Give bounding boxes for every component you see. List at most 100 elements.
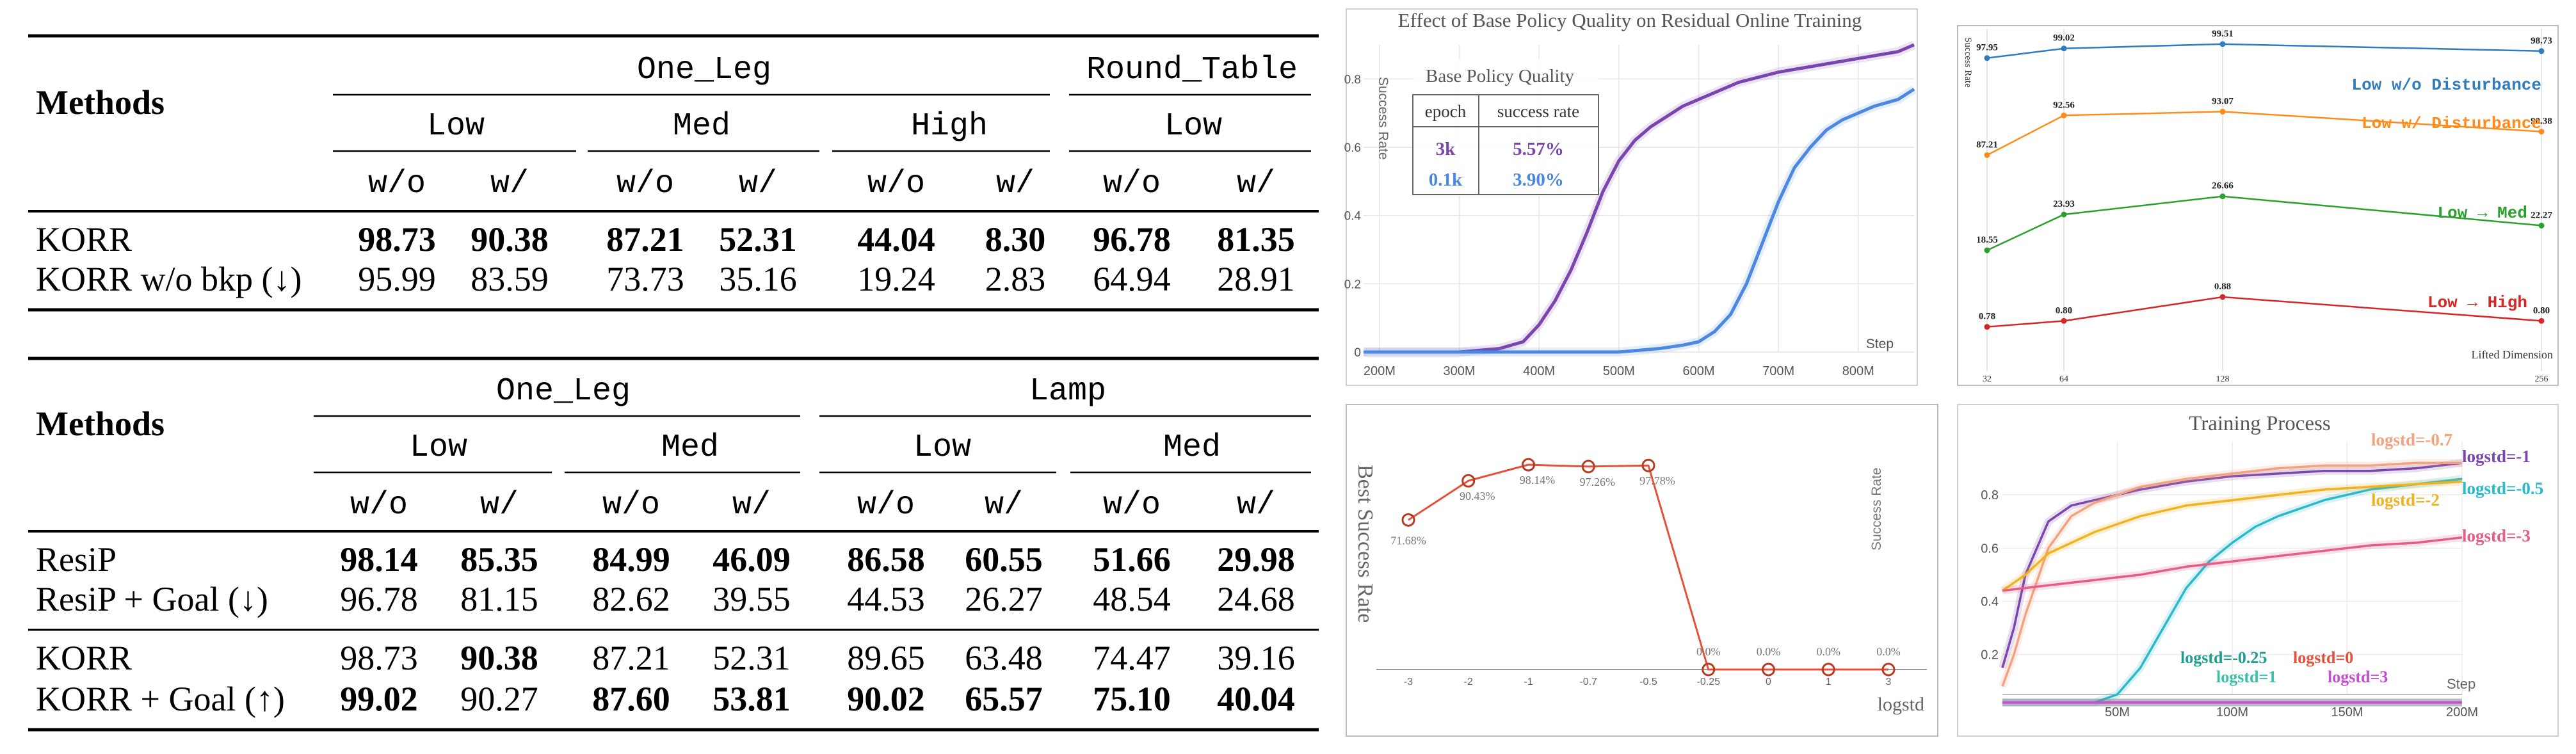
chart4-title: Training Process [2189,412,2331,435]
table2-methods-header: Methods [36,405,165,443]
chart3-x-tick: 0 [1766,677,1771,687]
chart2-value-label: 99.51 [2212,29,2234,39]
chart1-xlabel: Step [1866,337,1894,351]
chart1-y-tick: 0 [1354,346,1361,360]
table2-cell: 74.47 [1093,639,1171,677]
table2-cell: 40.04 [1217,680,1295,718]
table2-condition-header: w/ [480,487,519,524]
chart4-xlabel: Step [2447,676,2475,692]
chart2-point [2061,45,2067,52]
table2-cell: 89.65 [847,639,925,677]
chart3-value-label: 71.68% [1390,534,1426,547]
inset-epoch-3k: 3k [1436,139,1456,159]
table1-cell: 90.38 [471,220,549,259]
table1-condition-header: w/o [1103,166,1161,202]
chart2-x-tick: 256 [2535,374,2548,384]
table2-cell: 51.66 [1093,540,1171,579]
ablation-table-goal: Methods One_Leg Lamp Low Med Low Med w/o… [28,357,1319,732]
chart2-legend-2: Low → Med [2438,204,2527,223]
table2-cell: 87.21 [592,639,670,677]
chart1-title: Effect of Base Policy Quality on Residua… [1398,9,1862,31]
chart3-x-tick: -0.25 [1697,677,1721,687]
table1-group-round-table: Round_Table [1086,52,1298,88]
chart-base-policy-quality: Effect of Base Policy Quality on Residua… [1344,8,1918,386]
table1-cell: 2.83 [985,260,1046,298]
table1-condition-header: w/ [490,166,529,202]
inset-rate-0.1k: 3.90% [1513,170,1564,190]
chart2-legend-3: Low → High [2427,293,2527,312]
table1-cell: 98.73 [358,220,436,259]
chart2-value-label: 98.73 [2531,36,2552,46]
chart3-value-label: 0.0% [1757,645,1781,658]
table2-level-one-leg-med: Med [661,429,719,466]
table2-cell: 63.48 [965,639,1043,677]
chart1-x-tick: 500M [1603,364,1635,378]
chart3-x-tick: -0.7 [1579,677,1597,687]
chart2-value-label: 87.21 [1976,140,1998,150]
chart1-x-tick: 700M [1762,364,1794,378]
chart4-legend-neg05: logstd=-0.5 [2462,479,2543,498]
chart4-legend-neg3: logstd=-3 [2462,526,2531,545]
table2-condition-header: w/o [857,487,915,524]
chart2-point [2219,108,2226,115]
chart3-value-label: 97.78% [1639,474,1675,487]
table2-cell: 98.73 [340,639,418,677]
chart2-legend-0: Low w/o Disturbance [2352,76,2541,95]
chart2-series-line-2 [1986,195,2542,252]
table2-cell: 29.98 [1217,540,1295,579]
chart4-legend-neg1: logstd=-1 [2462,447,2531,466]
chart2-point [2219,294,2226,300]
chart4-series-line-1 [2001,461,2462,687]
chart4-legend-0: logstd=0 [2293,648,2353,667]
chart2-value-label: 92.56 [2053,100,2075,110]
table2-cell: 86.58 [847,540,925,579]
chart2-value-label: 90.38 [2531,116,2552,127]
table2-row-method: ResiP [36,540,117,579]
chart4-series-line-4 [2002,536,2463,592]
chart3-x-tick: -2 [1464,677,1473,687]
table1-cell: 19.24 [857,260,935,298]
chart1-ylabel: Success Rate [1376,77,1390,160]
table2-cell: 90.02 [847,680,925,718]
chart1-x-tick: 200M [1364,364,1396,378]
chart3-point [1641,458,1655,472]
chart4-series-line-2 [2002,477,2463,704]
table2-cell: 52.31 [712,639,791,677]
table2-cell: 99.02 [340,680,418,718]
table2-cell: 75.10 [1093,680,1171,718]
table1-cell: 52.31 [719,220,797,259]
table1-condition-header: w/ [739,166,777,202]
table2-condition-header: w/o [602,487,660,524]
chart4-legend-3: logstd=3 [2328,668,2388,686]
chart4-x-tick: 200M [2446,705,2478,719]
chart3-line [1408,463,1888,671]
ablation-table-bkp: Methods One_Leg Round_Table Low Med High… [28,34,1319,312]
chart2-point [2219,193,2226,200]
chart2-ylabel: Success Rate [1963,37,1973,88]
chart4-series-line-0 [2001,461,2463,668]
chart2-point [2219,41,2226,47]
chart2-point [1984,324,1990,330]
chart3-point [1581,460,1595,474]
inset-epoch-0.1k: 0.1k [1429,170,1463,190]
table2-cell: 24.68 [1217,580,1295,618]
table1-condition-header: w/ [996,166,1034,202]
chart1-y-tick: 0.2 [1344,278,1361,291]
chart2-value-label: 0.78 [1979,312,1995,322]
table1-cell: 73.73 [606,260,684,298]
chart2-legend-1: Low w/ Disturbance [2362,114,2541,133]
table1-level-high: High [911,108,988,145]
table2-cell: 98.14 [340,540,418,579]
chart3-point [1461,474,1476,488]
chart1-x-tick: 600M [1682,364,1714,378]
chart3-ylabel: Best Success Rate [1353,465,1377,623]
chart2-xlabel: Lifted Dimension [2472,348,2553,361]
chart4-ylabel: Success Rate [1869,467,1884,550]
chart3-point [1762,662,1775,677]
table1-methods-header: Methods [36,83,165,122]
chart2-point [1984,152,1990,158]
table1-cell: 35.16 [719,260,797,298]
chart4-legend-neg025: logstd=-0.25 [2180,648,2267,667]
chart3-value-label: 0.0% [1817,645,1841,658]
table1-cell: 28.91 [1217,260,1295,298]
